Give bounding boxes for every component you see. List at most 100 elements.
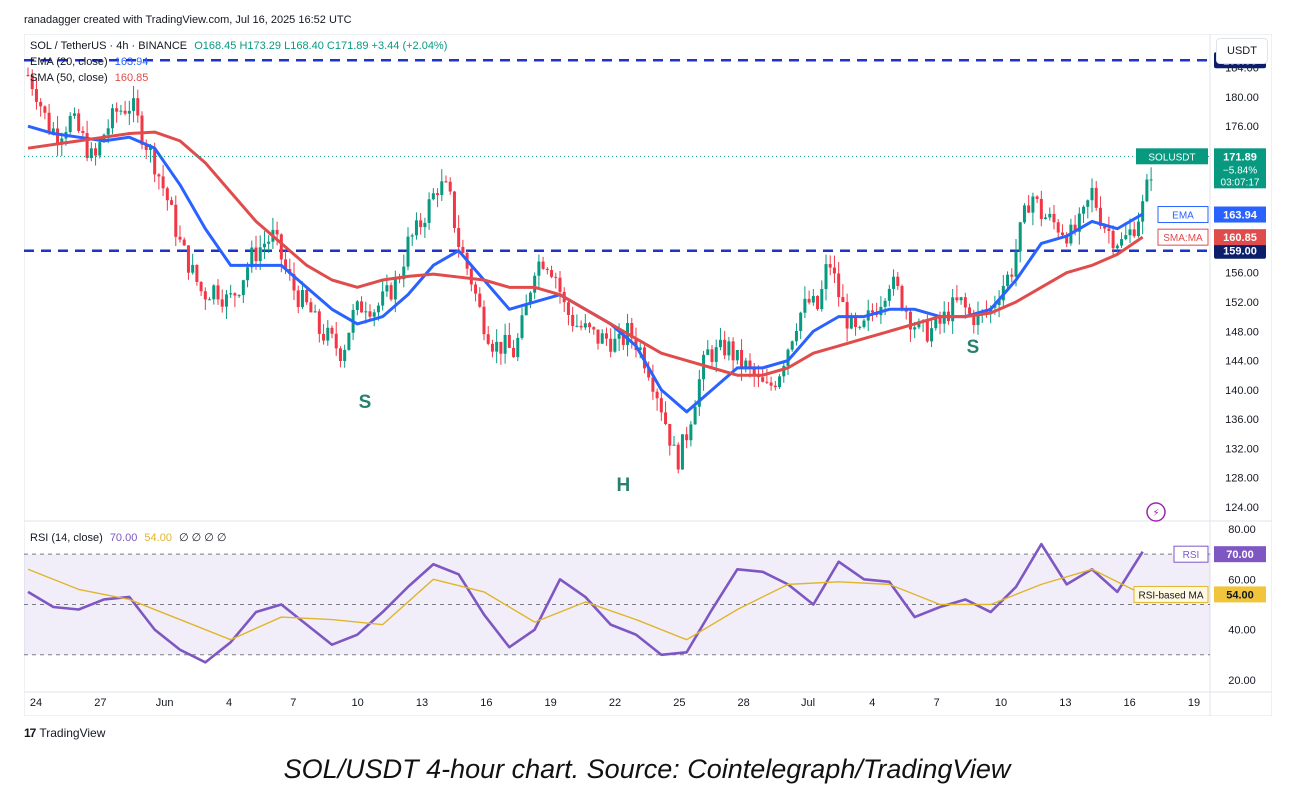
- legend-ema-row[interactable]: EMA (20, close) 163.94: [30, 56, 148, 68]
- candle-body: [110, 108, 114, 129]
- candle-body: [355, 301, 359, 310]
- candle-body: [803, 298, 807, 313]
- candle-body: [773, 385, 777, 388]
- time-tick-label: 7: [934, 697, 940, 709]
- candle-body: [917, 321, 921, 328]
- candle-body: [119, 110, 123, 112]
- candle-body: [157, 174, 161, 177]
- candle-body: [1103, 225, 1107, 229]
- candle-body: [47, 112, 51, 134]
- candle-body: [182, 239, 186, 246]
- candle-body: [334, 333, 338, 349]
- chart-area[interactable]: 184.00 180.00 176.00 156.00 152.00 148.00 144.…: [23, 33, 1273, 717]
- time-tick-label: 25: [673, 697, 685, 709]
- candle-body: [858, 326, 862, 328]
- candle-body: [541, 261, 545, 269]
- candle-body: [56, 128, 60, 144]
- candle-body: [305, 289, 309, 303]
- candle-body: [1124, 235, 1128, 240]
- rsi-ma-name-tag: [1133, 585, 1209, 603]
- time-tick-label: 22: [609, 697, 621, 709]
- time-tick-label: 13: [1059, 697, 1071, 709]
- bar-timer: 03:07:17: [1221, 177, 1260, 188]
- candle-body: [309, 302, 313, 313]
- candle-body: [72, 113, 76, 116]
- ema-value-text: 163.94: [1223, 210, 1258, 222]
- legend-rsi-row[interactable]: RSI (14, close) 70.00 54.00 ∅ ∅ ∅ ∅: [30, 531, 227, 544]
- legend-symbol-row: SOL / TetherUS · 4h · BINANCE O168.45 H1…: [30, 40, 447, 52]
- candle-body: [1048, 213, 1052, 218]
- candle-body: [495, 341, 499, 352]
- candle-body: [478, 293, 482, 307]
- candle-body: [1052, 213, 1056, 223]
- candle-body: [385, 285, 389, 292]
- candle-body: [718, 339, 722, 348]
- candle-body: [98, 142, 102, 156]
- time-tick-label: 24: [30, 697, 42, 709]
- candle-body: [756, 376, 760, 378]
- candle-body: [220, 299, 224, 307]
- candle-body: [963, 297, 967, 308]
- candle-body: [507, 334, 511, 348]
- time-tick-label: 10: [995, 697, 1007, 709]
- price-tick-label: 156.00: [1225, 268, 1259, 280]
- candle-body: [609, 338, 613, 352]
- candle-body: [647, 368, 651, 378]
- pattern-label-s: S: [967, 337, 980, 358]
- candle-body: [968, 307, 972, 314]
- candle-body: [799, 312, 803, 331]
- candle-body: [1022, 205, 1026, 223]
- candle-body: [313, 311, 317, 313]
- candle-body: [94, 148, 98, 156]
- candle-body: [140, 115, 144, 145]
- legend-ema-value: 163.94: [114, 56, 149, 68]
- candle-body: [668, 424, 672, 446]
- candle-body: [697, 379, 701, 407]
- candle-body: [1094, 187, 1098, 208]
- candle-body: [224, 294, 228, 307]
- last-price-symbol-text: SOLUSDT: [1148, 152, 1195, 163]
- candle-body: [317, 311, 321, 334]
- candle-body: [782, 365, 786, 377]
- candle-body: [376, 305, 380, 313]
- time-tick-label: 19: [1188, 697, 1200, 709]
- time-tick-label: 4: [226, 697, 232, 709]
- candle-body: [837, 273, 841, 298]
- candle-body: [1031, 196, 1035, 213]
- price-tick-label: 124.00: [1225, 502, 1259, 514]
- candle-body: [951, 297, 955, 322]
- candle-body: [854, 316, 858, 328]
- legend-sma-row[interactable]: SMA (50, close) 160.85: [30, 72, 148, 84]
- time-tick-label: 13: [416, 697, 428, 709]
- price-tick-label: 132.00: [1225, 443, 1259, 455]
- candle-body: [723, 339, 727, 356]
- candle-body: [406, 236, 410, 267]
- candle-body: [419, 220, 423, 228]
- tradingview-logo-mark: 17: [24, 726, 36, 740]
- currency-button[interactable]: USDT: [1216, 38, 1268, 64]
- candle-body: [144, 144, 148, 150]
- candle-body: [436, 193, 440, 196]
- candle-body: [195, 264, 199, 282]
- candle-body: [372, 312, 376, 317]
- candle-body: [583, 323, 587, 328]
- candle-body: [1120, 239, 1124, 246]
- rsi-ma-name-text: RSI-based MA: [1138, 590, 1203, 601]
- candle-body: [216, 285, 220, 300]
- candle-body: [410, 235, 414, 237]
- rsi-tick-label: 60.00: [1228, 574, 1256, 586]
- legend-rsi-ma-value: 54.00: [144, 532, 172, 544]
- candle-body: [828, 264, 832, 268]
- candle-body: [51, 128, 55, 134]
- last-price-symbol-tag: [1136, 148, 1208, 165]
- alert-icon[interactable]: [1146, 502, 1166, 522]
- line-sma: [27, 130, 1144, 377]
- candle-body: [440, 181, 444, 196]
- candle-body: [1141, 201, 1145, 222]
- candle-body: [887, 288, 891, 301]
- legend-sma-value: 160.85: [114, 72, 149, 84]
- candle-body: [630, 322, 634, 339]
- candle-body: [423, 222, 427, 228]
- time-tick-label: Jul: [801, 697, 815, 709]
- candle-body: [89, 148, 93, 159]
